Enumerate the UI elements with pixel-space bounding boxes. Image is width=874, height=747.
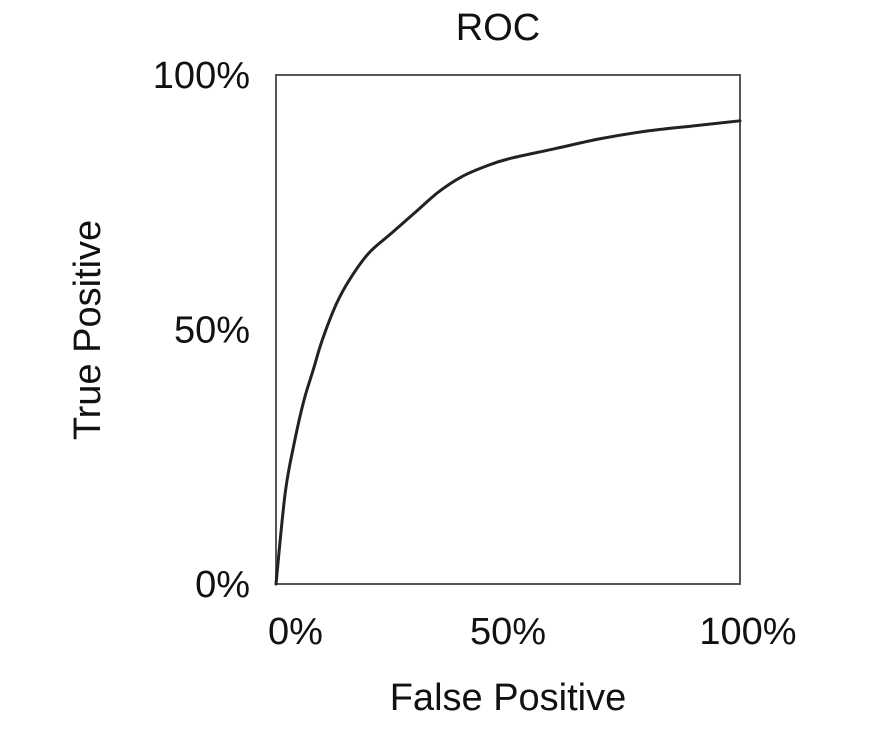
x-tick-label: 50% — [470, 611, 546, 653]
y-axis-ticks: 0% 50% 100% — [153, 55, 250, 606]
y-axis-label: True Positive — [67, 220, 109, 440]
y-tick-label: 0% — [195, 564, 250, 606]
chart-title: ROC — [456, 7, 540, 49]
x-tick-label: 100% — [699, 611, 796, 653]
y-tick-label: 50% — [174, 310, 250, 352]
y-tick-label: 100% — [153, 55, 250, 97]
x-tick-label: 0% — [268, 611, 323, 653]
roc-curve-line — [274, 119, 742, 586]
x-axis-label: False Positive — [390, 677, 627, 719]
plot-area-frame — [275, 74, 741, 585]
x-axis-ticks: 0% 50% 100% — [268, 611, 797, 653]
